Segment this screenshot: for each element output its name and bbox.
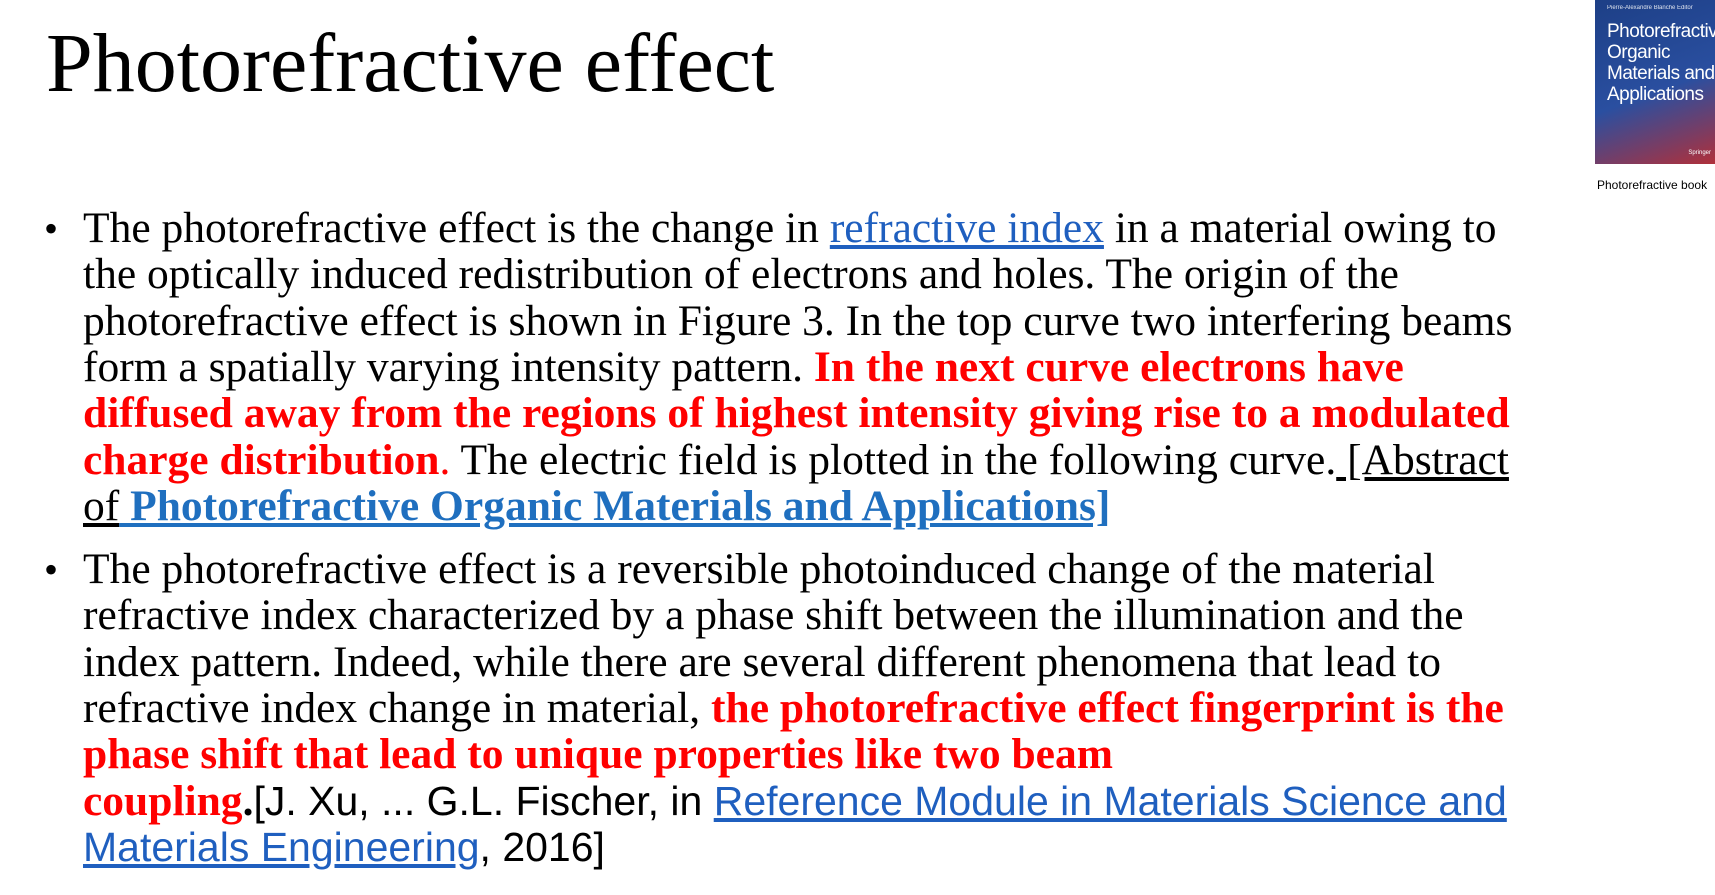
link[interactable]: refractive index bbox=[829, 204, 1104, 252]
text-segment: . bbox=[242, 776, 254, 825]
text-segment: diffused away from the regions of highes… bbox=[83, 389, 1510, 438]
text-segment: photorefractive effect is shown in Figur… bbox=[83, 296, 1513, 345]
bullet-dot: • bbox=[44, 547, 59, 592]
text-segment: [J. Xu, ... G.L. Fischer, in bbox=[253, 777, 714, 824]
text-line: The photorefractive effect is a reversib… bbox=[83, 545, 1435, 593]
text-line: of Photorefractive Organic Materials and… bbox=[83, 481, 1111, 530]
text-line: the optically induced redistribution of … bbox=[83, 253, 1399, 297]
link[interactable]: Reference Module in Materials Science an… bbox=[713, 777, 1507, 824]
slide-title: Photorefractive effect bbox=[46, 17, 775, 110]
text-segment: the photorefractive effect fingerprint i… bbox=[711, 683, 1504, 732]
link[interactable]: Photorefractive Organic Materials and Ap… bbox=[119, 481, 1111, 530]
text-segment: refractive index characterized by a phas… bbox=[83, 591, 1464, 640]
text-line: index pattern. Indeed, while there are s… bbox=[83, 637, 1441, 686]
text-segment: The electric field is plotted in the fol… bbox=[450, 435, 1337, 484]
book-editor: Pierre-Alexandre Blanche Editor bbox=[1607, 5, 1693, 11]
book-title-line: Organic bbox=[1607, 42, 1671, 63]
book-cover: Pierre-Alexandre Blanche Editor Photoref… bbox=[1595, 0, 1715, 164]
text-segment: , 2016] bbox=[479, 823, 605, 870]
text-line: The photorefractive effect is the change… bbox=[83, 204, 1497, 252]
text-line: coupling.[J. Xu, ... G.L. Fischer, in Re… bbox=[83, 776, 1507, 825]
text-segment: in a material owing to bbox=[1103, 204, 1497, 252]
text-line: diffused away from the regions of highes… bbox=[83, 389, 1510, 438]
text-line: phase shift that lead to unique properti… bbox=[83, 730, 1113, 779]
text-line: form a spatially varying intensity patte… bbox=[83, 342, 1404, 391]
bullet-dot: • bbox=[44, 206, 59, 251]
text-segment: phase shift that lead to unique properti… bbox=[83, 730, 1113, 779]
book-title-line: Materials and bbox=[1607, 63, 1715, 84]
text-line: Materials Engineering, 2016] bbox=[83, 826, 605, 870]
text-segment: index pattern. Indeed, while there are s… bbox=[83, 637, 1441, 686]
text-line: refractive index characterized by a phas… bbox=[83, 594, 1464, 638]
text-segment: charge distribution bbox=[83, 435, 440, 484]
text-segment: form a spatially varying intensity patte… bbox=[83, 342, 814, 391]
book-title-line: Applications bbox=[1607, 84, 1704, 105]
text-segment: . bbox=[439, 435, 451, 484]
text-line: charge distribution. The electric field … bbox=[83, 435, 1509, 484]
text-segment: [Abstract bbox=[1336, 435, 1509, 484]
text-line: photorefractive effect is shown in Figur… bbox=[83, 296, 1513, 345]
text-segment: The photorefractive effect is a reversib… bbox=[83, 545, 1435, 593]
book-publisher: Springer bbox=[1688, 150, 1711, 156]
book-caption: Photorefractive book bbox=[1597, 178, 1708, 192]
text-segment: refractive index change in material, bbox=[83, 683, 712, 732]
link[interactable]: Materials Engineering bbox=[83, 823, 480, 870]
book-title-line: Photorefractive bbox=[1607, 21, 1715, 42]
text-segment: of bbox=[83, 481, 120, 530]
text-line: refractive index change in material, the… bbox=[83, 683, 1504, 732]
text-segment: The photorefractive effect is the change… bbox=[83, 204, 830, 252]
text-segment: the optically induced redistribution of … bbox=[83, 250, 1399, 299]
text-segment: In the next curve electrons have bbox=[813, 342, 1404, 391]
text-segment: coupling bbox=[83, 776, 243, 825]
